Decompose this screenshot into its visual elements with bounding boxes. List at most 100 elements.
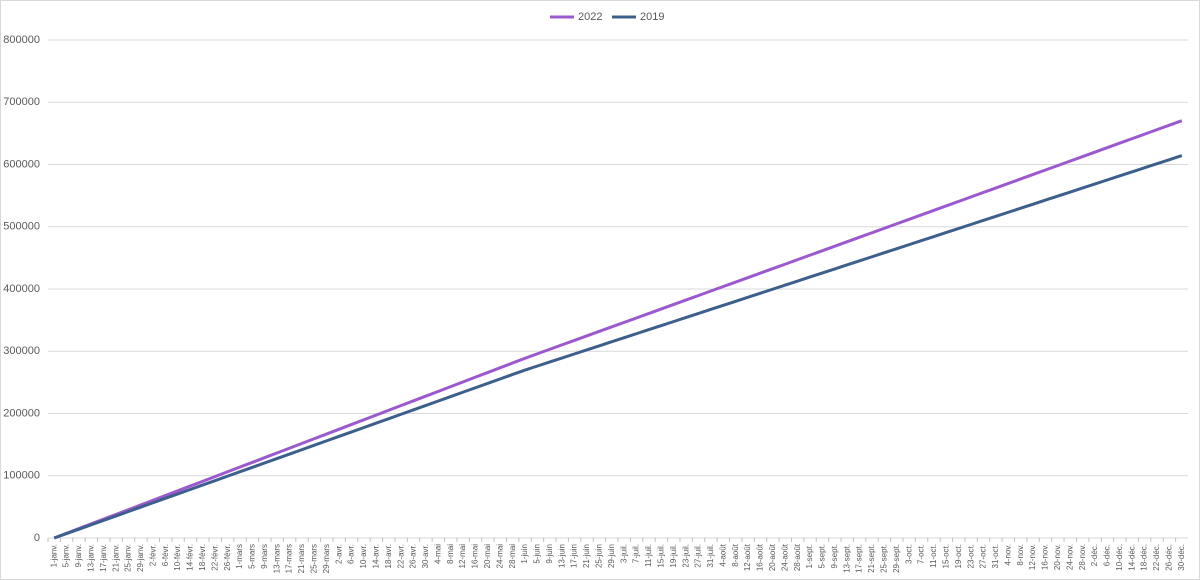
x-tick-label: 5-sept. [818, 544, 827, 568]
x-tick-label: 1-janv. [49, 544, 58, 567]
x-tick-label: 7-juil. [632, 544, 641, 563]
y-tick-label: 300000 [3, 345, 40, 357]
x-tick-label: 27-oct. [979, 544, 988, 568]
legend-label: 2022 [578, 11, 602, 23]
y-tick-label: 500000 [3, 221, 40, 233]
x-tick-label: 17-sept. [855, 544, 864, 573]
x-tick-label: 9-janv. [74, 544, 83, 567]
x-tick-label: 25-janv. [124, 544, 133, 572]
y-tick-label: 200000 [3, 407, 40, 419]
x-tick-label: 12-août [743, 543, 752, 571]
x-tick-label: 1-sept. [805, 544, 814, 568]
x-tick-label: 24-août [780, 543, 789, 571]
y-tick-label: 0 [34, 532, 40, 544]
x-tick-label: 19-juil. [669, 544, 678, 568]
x-tick-label: 6-févr. [161, 544, 170, 566]
x-tick-label: 17-mars [285, 544, 294, 573]
x-tick-label: 21-mars [297, 544, 306, 573]
x-tick-label: 13-mars [272, 544, 281, 573]
x-tick-label: 1-juin [520, 544, 529, 564]
x-tick-label: 28-août [793, 543, 802, 571]
x-tick-label: 10-avr. [359, 544, 368, 568]
x-tick-label: 17-janv. [99, 544, 108, 572]
x-tick-label: 12-nov. [1028, 544, 1037, 570]
x-tick-label: 13-juin [557, 544, 566, 568]
x-tick-label: 25-mars [310, 544, 319, 573]
x-tick-label: 18-déc. [1140, 544, 1149, 571]
y-tick-label: 600000 [3, 158, 40, 170]
x-tick-label: 13-janv. [86, 544, 95, 572]
y-tick-label: 700000 [3, 96, 40, 108]
x-tick-label: 18-févr. [198, 544, 207, 571]
x-tick-label: 21-juin [582, 544, 591, 568]
x-tick-label: 28-nov. [1078, 544, 1087, 570]
x-tick-label: 9-mars [260, 544, 269, 569]
x-tick-label: 29-juin [607, 544, 616, 568]
x-tick-label: 24-nov. [1065, 544, 1074, 570]
x-tick-label: 8-août [731, 543, 740, 566]
x-tick-label: 7-oct. [917, 544, 926, 564]
x-tick-label: 29-sept. [892, 544, 901, 573]
y-tick-label: 800000 [3, 34, 40, 46]
x-tick-label: 27-juil. [694, 544, 703, 568]
x-tick-label: 6-déc. [1103, 544, 1112, 566]
x-tick-label: 5-janv. [62, 544, 71, 567]
x-tick-label: 22-févr. [210, 544, 219, 571]
x-tick-label: 16-nov. [1041, 544, 1050, 570]
x-tick-label: 16-mai [471, 544, 480, 569]
x-tick-label: 21-janv. [111, 544, 120, 572]
x-tick-label: 25-juin [595, 544, 604, 568]
x-tick-label: 17-juin [570, 544, 579, 568]
x-tick-label: 8-nov. [1016, 544, 1025, 566]
x-tick-label: 8-mai [446, 544, 455, 564]
series-line [53, 154, 1183, 540]
x-tick-label: 15-juil. [656, 544, 665, 568]
x-tick-label: 2-déc. [1090, 544, 1099, 566]
x-tick-label: 23-juil. [681, 544, 690, 568]
x-tick-label: 11-juil. [644, 544, 653, 567]
x-tick-label: 29-janv. [136, 544, 145, 572]
x-tick-label: 21-sept. [867, 544, 876, 573]
x-tick-label: 31-oct. [991, 544, 1000, 568]
x-tick-label: 31-juil. [706, 544, 715, 568]
x-tick-label: 14-févr. [186, 544, 195, 571]
y-tick-label: 400000 [3, 283, 40, 295]
x-tick-label: 26-févr. [223, 544, 232, 571]
x-tick-label: 30-avr. [421, 544, 430, 568]
series-line [53, 119, 1183, 540]
x-tick-label: 4-août [718, 543, 727, 566]
x-tick-label: 20-nov. [1053, 544, 1062, 570]
x-tick-label: 2-févr. [148, 544, 157, 566]
x-tick-label: 24-mai [495, 544, 504, 569]
y-tick-label: 100000 [3, 470, 40, 482]
x-tick-label: 14-avr. [371, 544, 380, 568]
x-tick-label: 22-déc. [1152, 544, 1161, 571]
x-tick-label: 13-sept. [842, 544, 851, 573]
x-tick-label: 6-avr. [347, 544, 356, 564]
x-tick-label: 10-déc. [1115, 544, 1124, 571]
x-tick-label: 26-déc. [1165, 544, 1174, 571]
x-tick-label: 16-août [756, 543, 765, 571]
x-tick-label: 14-déc. [1127, 544, 1136, 571]
x-tick-label: 3-oct. [904, 544, 913, 564]
x-tick-label: 23-oct. [966, 544, 975, 568]
x-tick-label: 1-mars [235, 544, 244, 569]
x-tick-label: 10-févr. [173, 544, 182, 571]
x-tick-label: 5-juin [533, 544, 542, 564]
x-tick-label: 20-mai [483, 544, 492, 569]
x-tick-label: 2-avr. [334, 544, 343, 564]
x-tick-label: 22-avr. [396, 544, 405, 568]
legend-label: 2019 [640, 11, 664, 23]
x-tick-label: 20-août [768, 543, 777, 571]
x-tick-label: 4-nov. [1003, 544, 1012, 566]
x-tick-label: 4-mai [433, 544, 442, 564]
x-tick-label: 25-sept. [880, 544, 889, 573]
x-tick-label: 9-sept. [830, 544, 839, 568]
x-tick-label: 26-avr. [409, 544, 418, 568]
x-tick-label: 5-mars [248, 544, 257, 569]
x-tick-label: 3-juil. [619, 544, 628, 563]
x-tick-label: 19-oct. [954, 544, 963, 568]
x-tick-label: 28-mai [508, 544, 517, 569]
x-tick-label: 9-juin [545, 544, 554, 564]
